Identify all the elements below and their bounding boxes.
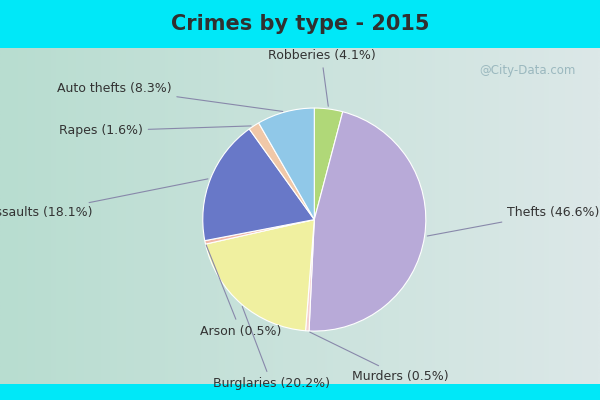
Text: Assaults (18.1%): Assaults (18.1%) xyxy=(0,179,208,219)
Wedge shape xyxy=(205,220,314,244)
Text: Murders (0.5%): Murders (0.5%) xyxy=(310,332,448,383)
Wedge shape xyxy=(259,108,314,220)
Wedge shape xyxy=(309,112,426,331)
Text: Robberies (4.1%): Robberies (4.1%) xyxy=(268,49,376,106)
Text: Auto thefts (8.3%): Auto thefts (8.3%) xyxy=(56,82,283,112)
Wedge shape xyxy=(249,123,314,220)
Wedge shape xyxy=(203,129,314,241)
Wedge shape xyxy=(314,108,343,220)
Wedge shape xyxy=(206,220,314,331)
Text: Burglaries (20.2%): Burglaries (20.2%) xyxy=(213,306,330,390)
Text: Arson (0.5%): Arson (0.5%) xyxy=(200,245,281,338)
Text: @City-Data.com: @City-Data.com xyxy=(479,64,576,77)
Wedge shape xyxy=(305,220,314,331)
Text: Crimes by type - 2015: Crimes by type - 2015 xyxy=(171,14,429,34)
Text: Rapes (1.6%): Rapes (1.6%) xyxy=(59,124,251,138)
Text: Thefts (46.6%): Thefts (46.6%) xyxy=(427,206,599,236)
